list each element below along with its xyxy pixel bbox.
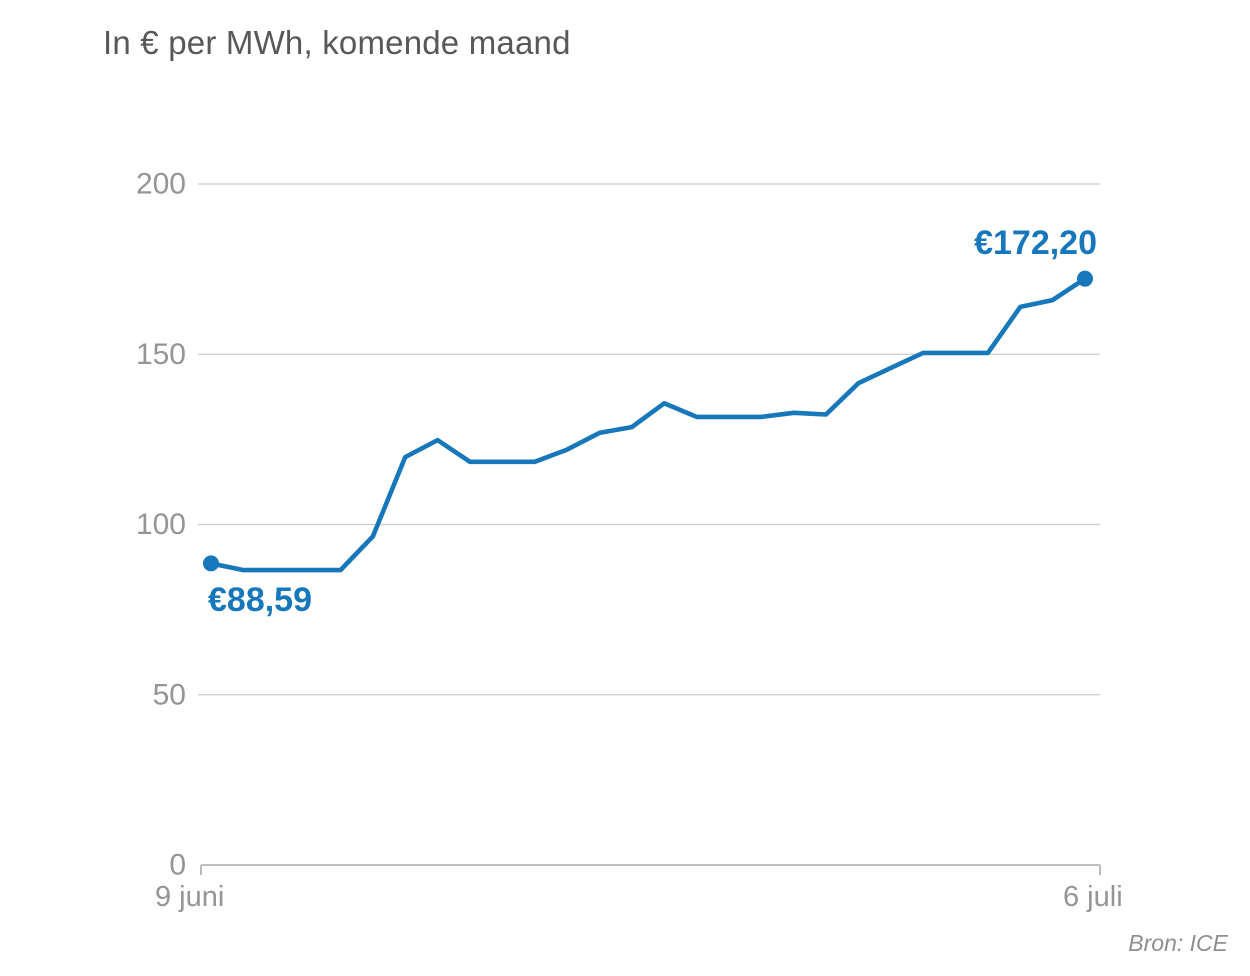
chart-title: In € per MWh, komende maand [103, 24, 571, 61]
start-point-dot [203, 555, 219, 572]
y-tick-label: 100 [136, 508, 186, 541]
y-tick-label: 200 [136, 168, 186, 201]
y-tick-label: 0 [169, 849, 186, 882]
x-axis-label-start: 9 juni [155, 881, 225, 913]
y-tick-label: 50 [153, 678, 186, 711]
start-value-label: €88,59 [208, 581, 312, 619]
end-point-dot [1077, 270, 1093, 287]
source-credit: Bron: ICE [1128, 930, 1228, 956]
x-axis-label-end: 6 juli [1063, 881, 1123, 913]
y-tick-label: 150 [136, 338, 186, 371]
price-line [208, 276, 1088, 573]
end-value-label: €172,20 [974, 224, 1097, 262]
